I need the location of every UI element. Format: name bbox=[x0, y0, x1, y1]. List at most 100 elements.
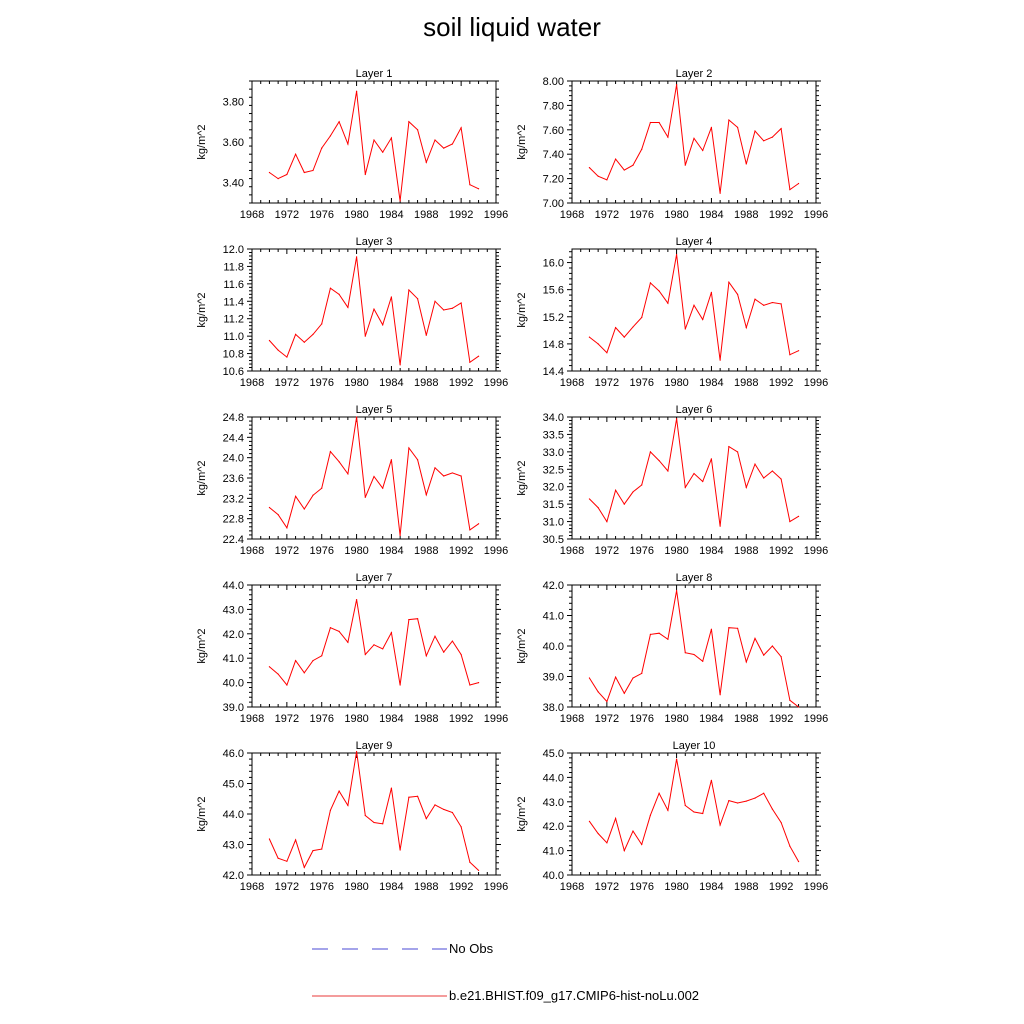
data-point bbox=[754, 130, 756, 132]
data-point bbox=[710, 628, 713, 630]
data-point bbox=[434, 467, 436, 469]
data-point bbox=[763, 304, 765, 306]
data-point bbox=[460, 127, 462, 129]
data-point bbox=[588, 336, 591, 338]
y-tick-label: 23.2 bbox=[223, 493, 244, 505]
x-tick-label: 1996 bbox=[804, 713, 828, 725]
y-tick-label: 41.0 bbox=[543, 846, 564, 858]
data-point bbox=[736, 293, 739, 296]
x-tick-label: 1976 bbox=[309, 545, 333, 557]
x-tick-label: 1984 bbox=[699, 545, 723, 557]
data-point bbox=[416, 795, 419, 797]
data-point bbox=[606, 179, 608, 181]
y-tick-label: 7.60 bbox=[543, 125, 564, 137]
x-tick-label: 1980 bbox=[344, 881, 368, 893]
data-point bbox=[588, 167, 591, 169]
data-point bbox=[641, 843, 643, 846]
page-title: soil liquid water bbox=[423, 12, 601, 42]
data-point bbox=[684, 164, 686, 166]
data-point bbox=[597, 507, 599, 509]
data-point bbox=[469, 361, 471, 363]
data-point bbox=[754, 637, 756, 639]
y-tick-label: 38.0 bbox=[543, 702, 564, 714]
data-point bbox=[641, 484, 643, 486]
data-point bbox=[736, 126, 739, 128]
data-point bbox=[373, 644, 375, 646]
y-tick-label: 14.4 bbox=[543, 366, 564, 378]
data-point bbox=[797, 706, 800, 708]
data-point bbox=[390, 137, 393, 139]
data-point bbox=[286, 527, 288, 529]
data-point bbox=[684, 486, 686, 489]
data-point bbox=[347, 143, 349, 145]
data-point bbox=[789, 845, 791, 847]
panel-title: Layer 3 bbox=[356, 236, 393, 248]
x-tick-label: 1988 bbox=[734, 545, 758, 557]
data-point bbox=[658, 290, 660, 292]
y-tick-label: 32.0 bbox=[543, 482, 564, 494]
data-point bbox=[658, 459, 660, 462]
data-point bbox=[399, 849, 401, 851]
chart-panel-10: Layer 10 kg/m^2 1968 1972 1976 1980 1984 1988 19… bbox=[516, 740, 828, 893]
data-point bbox=[667, 638, 669, 640]
x-tick-label: 1988 bbox=[414, 545, 438, 557]
y-tick-label: 3.60 bbox=[223, 137, 244, 149]
y-tick-label: 45.0 bbox=[223, 779, 244, 791]
data-point bbox=[667, 302, 669, 304]
y-tick-label: 15.6 bbox=[543, 285, 564, 297]
data-point bbox=[789, 520, 791, 523]
data-point bbox=[675, 84, 678, 86]
data-point bbox=[614, 327, 617, 329]
x-tick-label: 1972 bbox=[275, 713, 299, 725]
data-point bbox=[321, 323, 323, 325]
x-tick-label: 1972 bbox=[595, 713, 619, 725]
y-tick-label: 15.2 bbox=[543, 312, 564, 324]
data-point bbox=[286, 356, 288, 358]
data-point bbox=[641, 316, 643, 319]
data-point bbox=[408, 796, 410, 798]
data-point bbox=[268, 339, 271, 342]
data-point bbox=[789, 354, 791, 356]
data-point bbox=[364, 496, 366, 498]
x-tick-label: 1988 bbox=[414, 209, 438, 221]
x-tick-label: 1988 bbox=[734, 377, 758, 389]
data-point bbox=[425, 334, 427, 336]
data-point bbox=[390, 459, 393, 461]
y-tick-label: 43.0 bbox=[223, 840, 244, 852]
data-point bbox=[321, 487, 323, 489]
data-point bbox=[321, 848, 323, 850]
data-point bbox=[443, 475, 445, 477]
x-tick-label: 1996 bbox=[484, 209, 508, 221]
y-tick-label: 44.0 bbox=[223, 580, 244, 592]
y-tick-label: 7.80 bbox=[543, 100, 564, 112]
x-tick-label: 1996 bbox=[484, 881, 508, 893]
data-point bbox=[321, 655, 323, 657]
data-point bbox=[390, 631, 393, 634]
series-line bbox=[269, 256, 479, 365]
data-point bbox=[745, 800, 747, 802]
data-point bbox=[710, 291, 713, 293]
x-tick-label: 1992 bbox=[769, 377, 793, 389]
legend-no-obs-label: No Obs bbox=[449, 941, 494, 956]
data-point bbox=[728, 446, 730, 448]
data-point bbox=[312, 494, 314, 496]
data-point bbox=[771, 470, 774, 472]
data-point bbox=[451, 143, 454, 145]
chart-panel-6: Layer 6 kg/m^2 1968 1972 1976 1980 1984 1988 199… bbox=[516, 404, 828, 557]
data-point bbox=[684, 652, 686, 654]
data-point bbox=[460, 653, 462, 656]
chart-panel-9: Layer 9 kg/m^2 1968 1972 1976 1980 1984 1988 199… bbox=[196, 740, 508, 893]
data-point bbox=[606, 352, 608, 354]
x-tick-label: 1976 bbox=[629, 377, 653, 389]
data-point bbox=[286, 684, 288, 686]
data-point bbox=[364, 173, 366, 176]
data-point bbox=[693, 811, 695, 813]
data-point bbox=[693, 653, 695, 656]
data-point bbox=[632, 830, 634, 832]
data-point bbox=[268, 666, 271, 668]
x-tick-label: 1992 bbox=[449, 881, 473, 893]
data-point bbox=[477, 188, 480, 190]
x-tick-label: 1992 bbox=[769, 209, 793, 221]
y-tick-label: 10.6 bbox=[223, 366, 244, 378]
chart-panel-7: Layer 7 kg/m^2 1968 1972 1976 1980 1984 1988 199… bbox=[196, 572, 508, 725]
